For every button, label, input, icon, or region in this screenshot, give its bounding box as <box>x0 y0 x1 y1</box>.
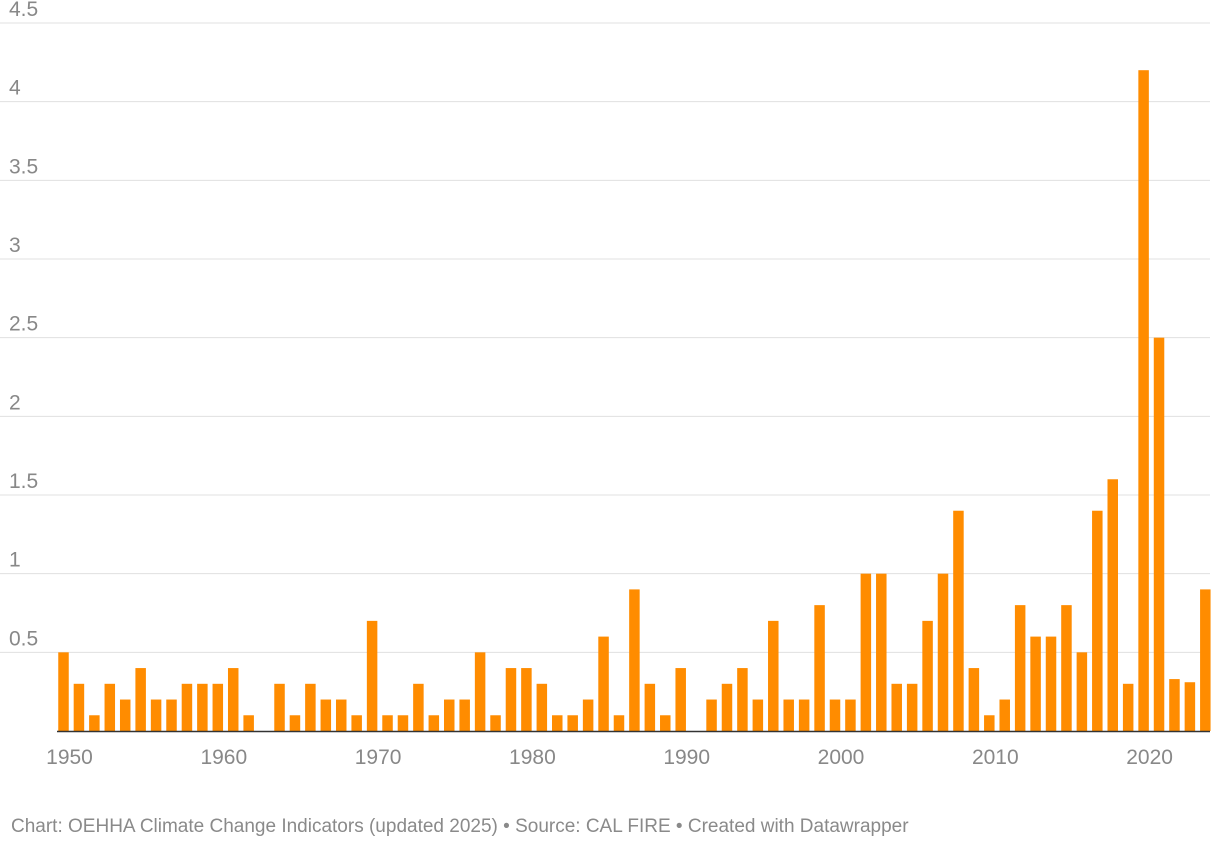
bar <box>150 699 162 731</box>
bar <box>1122 683 1134 731</box>
y-axis-labels: 0.5 1 1.5 2 2.5 3 3.5 4 4.5 <box>9 0 38 650</box>
bar <box>999 699 1010 731</box>
x-tick-label: 1950 <box>46 746 93 769</box>
bar <box>166 699 177 731</box>
gridlines <box>0 22 1210 653</box>
bar <box>243 715 254 731</box>
bar <box>212 683 224 731</box>
bar <box>104 683 116 731</box>
bar <box>737 668 748 731</box>
bar <box>1200 589 1211 731</box>
bar <box>582 699 594 731</box>
bar <box>135 668 146 731</box>
y-tick-label: 2 <box>9 391 21 414</box>
bar <box>937 573 949 731</box>
bar <box>413 683 424 731</box>
x-tick-label: 1980 <box>509 746 556 769</box>
bar <box>536 683 548 731</box>
bar <box>444 699 455 731</box>
bar <box>1076 652 1088 731</box>
bar-chart: 0.5 1 1.5 2 2.5 3 3.5 4 4.5 1950 1960 1970 1980 1990… <box>0 0 1211 769</box>
bar <box>335 699 347 731</box>
bar <box>552 715 563 731</box>
bar <box>876 573 887 731</box>
y-tick-label: 0.5 <box>9 627 38 650</box>
bar <box>119 699 131 731</box>
bar <box>1014 605 1026 731</box>
x-axis-labels: 1950 1960 1970 1980 1990 2000 2010 2020 <box>46 746 1173 769</box>
bar <box>706 699 717 731</box>
bar <box>906 683 918 731</box>
x-tick-label: 1990 <box>663 746 710 769</box>
bar <box>829 699 841 731</box>
bar <box>721 683 733 731</box>
bar <box>73 683 85 731</box>
bar <box>1092 510 1103 731</box>
y-tick-label: 1.5 <box>9 470 38 493</box>
bar <box>366 620 378 731</box>
bars <box>58 70 1211 731</box>
bar <box>89 715 100 731</box>
bar <box>1061 605 1072 731</box>
bar <box>305 683 316 731</box>
bar <box>783 699 794 731</box>
bar <box>428 715 440 731</box>
bar <box>58 652 69 731</box>
bar <box>1045 636 1057 731</box>
bar <box>382 715 393 731</box>
bar <box>845 699 856 731</box>
bar <box>521 668 532 731</box>
x-tick-label: 2020 <box>1126 746 1173 769</box>
bar <box>459 699 470 731</box>
bar <box>1107 479 1118 731</box>
bar <box>1138 70 1149 731</box>
bar <box>1169 679 1180 731</box>
bar <box>1184 682 1196 731</box>
bar <box>660 715 671 731</box>
y-tick-label: 3.5 <box>9 155 38 178</box>
bar <box>227 668 239 731</box>
bar <box>953 510 964 731</box>
x-tick-label: 1970 <box>355 746 402 769</box>
bar <box>613 715 625 731</box>
bar <box>798 699 810 731</box>
bar <box>474 652 486 731</box>
y-tick-label: 2.5 <box>9 313 38 336</box>
x-tick-label: 2000 <box>818 746 865 769</box>
bar <box>752 699 764 731</box>
bar <box>768 620 779 731</box>
bar <box>490 715 501 731</box>
y-tick-label: 4 <box>9 77 21 100</box>
x-tick-label: 2010 <box>972 746 1019 769</box>
bar <box>351 715 362 731</box>
bar <box>289 715 301 731</box>
bar <box>968 668 980 731</box>
bar <box>1030 636 1041 731</box>
bar <box>567 715 578 731</box>
bar <box>860 573 872 731</box>
bar <box>814 605 825 731</box>
bar <box>397 715 409 731</box>
bar <box>320 699 332 731</box>
y-tick-label: 3 <box>9 234 21 257</box>
y-tick-label: 1 <box>9 549 21 572</box>
bar <box>505 668 517 731</box>
chart-footer: Chart: OEHHA Climate Change Indicators (… <box>11 816 909 837</box>
bar <box>598 636 609 731</box>
bar <box>197 683 208 731</box>
bar <box>675 668 686 731</box>
bar <box>1153 337 1165 731</box>
bar <box>181 683 193 731</box>
bar <box>644 683 656 731</box>
y-tick-label: 4.5 <box>9 0 38 21</box>
bar <box>629 589 640 731</box>
bar <box>891 683 902 731</box>
x-tick-label: 1960 <box>200 746 247 769</box>
bar <box>984 715 995 731</box>
bar <box>274 683 285 731</box>
bar <box>922 620 933 731</box>
